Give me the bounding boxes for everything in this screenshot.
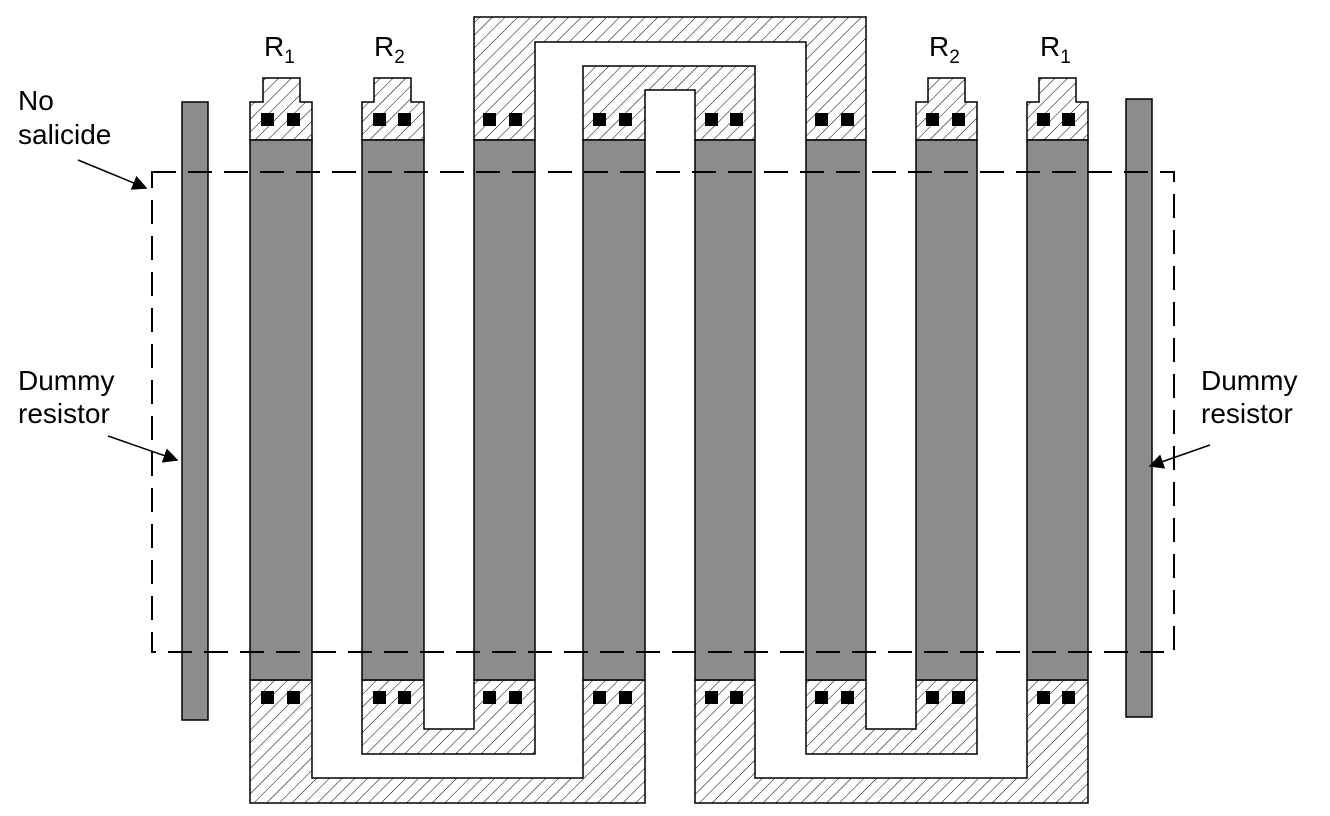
contacts bbox=[261, 113, 1075, 704]
contact bbox=[952, 113, 965, 126]
contact bbox=[619, 691, 632, 704]
contact bbox=[926, 691, 939, 704]
contact bbox=[815, 691, 828, 704]
label-r1-left: R1 bbox=[264, 31, 295, 68]
labels: No salicide Dummy resistor Dummy resisto… bbox=[18, 31, 1297, 429]
contact bbox=[593, 691, 606, 704]
metal-bottom-right-inner-u bbox=[805, 679, 978, 755]
resistor-strip-1 bbox=[249, 139, 313, 681]
contact bbox=[730, 691, 743, 704]
contact bbox=[841, 691, 854, 704]
dummy-resistor-left bbox=[181, 101, 209, 721]
contact bbox=[705, 113, 718, 126]
dummy-resistor-right bbox=[1125, 98, 1153, 718]
resistor-letter: R bbox=[929, 31, 949, 62]
no-salicide-label-line2: salicide bbox=[18, 119, 111, 150]
resistor-strip-5 bbox=[694, 139, 756, 681]
terminal-pad-r1-left bbox=[249, 77, 313, 141]
contact bbox=[509, 113, 522, 126]
contact bbox=[261, 113, 274, 126]
no-salicide-label-line1: No bbox=[18, 85, 54, 116]
contact bbox=[1037, 691, 1050, 704]
contact bbox=[593, 113, 606, 126]
terminal-pad-r2-right bbox=[915, 77, 978, 141]
contact bbox=[619, 113, 632, 126]
contact bbox=[287, 113, 300, 126]
contact bbox=[261, 691, 274, 704]
dummy-resistor-left-label-line2: resistor bbox=[18, 398, 110, 429]
resistor-subscript: 2 bbox=[394, 47, 405, 68]
contact bbox=[398, 113, 411, 126]
resistor-strip-4 bbox=[582, 139, 646, 681]
terminal-pad-r1-right bbox=[1026, 77, 1089, 141]
contact bbox=[483, 691, 496, 704]
resistor-letter: R bbox=[264, 31, 284, 62]
arrow-no-salicide bbox=[77, 159, 148, 190]
dummy-resistor-right-label-line1: Dummy bbox=[1201, 365, 1297, 396]
label-r2-left: R2 bbox=[374, 31, 405, 68]
resistor-letter: R bbox=[1040, 31, 1060, 62]
label-r2-right: R2 bbox=[929, 31, 960, 68]
label-r1-right: R1 bbox=[1040, 31, 1071, 68]
terminal-pad-r2-left bbox=[361, 77, 425, 141]
contact bbox=[483, 113, 496, 126]
contact bbox=[1062, 113, 1075, 126]
metal-top-inner-u bbox=[582, 65, 756, 141]
resistor-strips bbox=[181, 98, 1153, 721]
no-salicide-boundary bbox=[151, 171, 1175, 653]
contact bbox=[705, 691, 718, 704]
resistor-strip-7 bbox=[915, 139, 978, 681]
contact bbox=[373, 113, 386, 126]
dummy-resistor-left-label-line1: Dummy bbox=[18, 365, 114, 396]
contact bbox=[1037, 113, 1050, 126]
resistor-strip-8 bbox=[1026, 139, 1089, 681]
contact bbox=[730, 113, 743, 126]
resistor-strip-3 bbox=[473, 139, 536, 681]
resistor-letter: R bbox=[374, 31, 394, 62]
resistor-strip-2 bbox=[361, 139, 425, 681]
callout-arrows bbox=[77, 159, 1211, 469]
contact bbox=[952, 691, 965, 704]
resistor-subscript: 2 bbox=[949, 47, 960, 68]
resistor-strip-6 bbox=[805, 139, 867, 681]
contact bbox=[841, 113, 854, 126]
arrow-dummy-right bbox=[1148, 444, 1211, 469]
contact bbox=[1062, 691, 1075, 704]
arrow-dummy-left bbox=[107, 435, 179, 463]
resistor-subscript: 1 bbox=[284, 47, 295, 68]
dummy-resistor-right-label-line2: resistor bbox=[1201, 398, 1293, 429]
contact bbox=[373, 691, 386, 704]
contact bbox=[815, 113, 828, 126]
contact bbox=[398, 691, 411, 704]
contact bbox=[287, 691, 300, 704]
resistor-subscript: 1 bbox=[1060, 47, 1071, 68]
contact bbox=[509, 691, 522, 704]
contact bbox=[926, 113, 939, 126]
